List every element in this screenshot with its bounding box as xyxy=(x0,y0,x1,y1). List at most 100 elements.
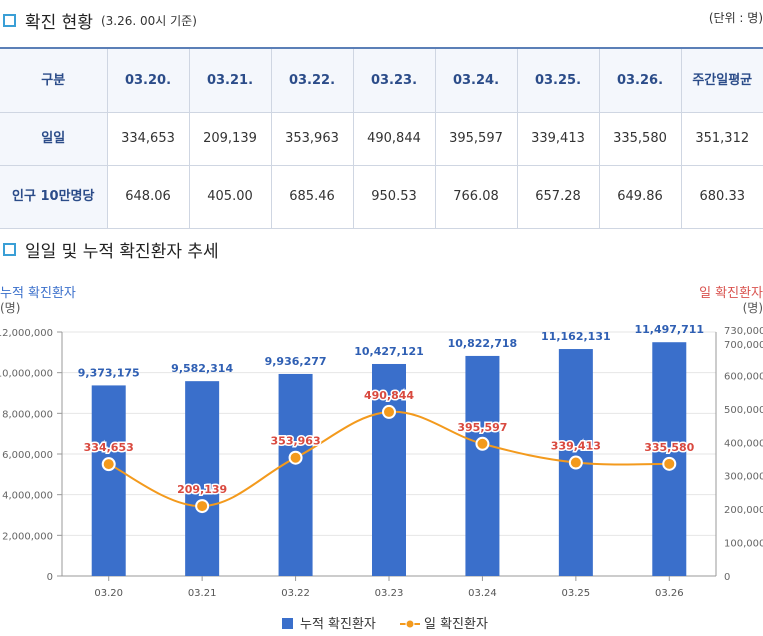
line-data-label: 209,139 xyxy=(177,483,227,496)
trend-title: 일일 및 누적 확진환자 추세 xyxy=(25,242,219,262)
trend-chart: 누적 확진환자 (명) 일 확진환자 (명) 0 2,000,000 4,000,0… xyxy=(0,286,763,632)
table-header-cell: 03.24. xyxy=(434,47,518,113)
bar xyxy=(465,355,500,576)
bar xyxy=(278,373,313,576)
line-point xyxy=(568,455,583,470)
bar-series: 9,373,175 9,582,314 9,936,277 10,427,121 10,… xyxy=(78,323,704,576)
right-tick-label: 730,000 xyxy=(724,326,763,337)
right-tick-label: 300,000 xyxy=(724,472,763,483)
square-bullet-icon xyxy=(3,14,16,27)
legend-bar-label: 누적 확진환자 xyxy=(300,617,376,632)
unit-label: (단위 : 명) xyxy=(708,11,763,25)
bar-data-label: 9,936,277 xyxy=(265,355,327,368)
line-data-label: 395,597 xyxy=(457,421,507,434)
line-point xyxy=(195,499,210,514)
right-tick-label: 600,000 xyxy=(724,371,763,382)
line-data-label: 335,580 xyxy=(644,441,694,454)
line-point xyxy=(382,404,396,419)
table-cell: 335,580 xyxy=(598,112,682,166)
line-point xyxy=(662,456,677,471)
status-section-header: 확진 현황 (3.26. 00시 기준) xyxy=(0,8,197,33)
table-header-cell: 03.23. xyxy=(352,47,436,113)
right-tick-label: 100,000 xyxy=(724,539,763,550)
x-tick-label: 03.20 xyxy=(94,588,123,599)
table-cell: 209,139 xyxy=(188,112,272,166)
row-label: 일일 xyxy=(0,112,108,166)
x-tick-label: 03.24 xyxy=(468,588,497,599)
table-cell: 680.33 xyxy=(680,165,763,229)
table-header-row: 구분 03.20. 03.21. 03.22. 03.23. 03.24. 03… xyxy=(0,47,763,113)
table-header-cell: 03.20. xyxy=(106,47,190,113)
line-data-label: 353,963 xyxy=(271,435,321,448)
right-tick-label: 200,000 xyxy=(724,505,763,516)
left-axis-title: 누적 확진환자 xyxy=(0,286,76,301)
table-cell: 395,597 xyxy=(434,112,518,166)
row-label: 인구 10만명당 xyxy=(0,165,108,229)
left-tick-label: 4,000,000 xyxy=(2,491,53,502)
bar xyxy=(185,381,220,576)
table-header-cell: 구분 xyxy=(0,47,108,113)
line-series: 334,653 209,139 353,963 490,844 395,597 339,4… xyxy=(82,387,696,514)
line-data-label: 334,653 xyxy=(84,441,134,454)
bar-data-label: 11,497,711 xyxy=(634,323,704,336)
left-tick-label: 0 xyxy=(47,572,53,583)
table-header-cell: 03.22. xyxy=(270,47,354,113)
left-tick-label: 8,000,000 xyxy=(2,409,53,420)
table-header-cell: 03.25. xyxy=(516,47,600,113)
status-title: 확진 현황 xyxy=(25,13,93,33)
table-row: 인구 10만명당 648.06 405.00 685.46 950.53 766… xyxy=(0,165,763,229)
x-axis: 03.20 03.21 03.22 03.23 03.24 03.25 03.26 xyxy=(94,576,684,599)
line-point xyxy=(475,436,490,451)
table-cell: 648.06 xyxy=(106,165,190,229)
status-table: 구분 03.20. 03.21. 03.22. 03.23. 03.24. 03… xyxy=(0,47,763,229)
chart-legend: 누적 확진환자 일 확진환자 xyxy=(282,617,488,632)
square-bullet-icon xyxy=(3,243,16,256)
table-cell: 353,963 xyxy=(270,112,354,166)
line-point xyxy=(288,450,303,465)
right-tick-label: 700,000 xyxy=(724,340,763,351)
table-cell: 766.08 xyxy=(434,165,518,229)
right-axis-unit: (명) xyxy=(743,301,763,315)
left-tick-label: 10,000,000 xyxy=(0,369,53,380)
table-cell: 339,413 xyxy=(516,112,600,166)
x-tick-label: 03.26 xyxy=(655,588,684,599)
left-axis-unit: (명) xyxy=(0,301,20,315)
table-cell: 351,312 xyxy=(680,112,763,166)
right-tick-label: 500,000 xyxy=(724,405,763,416)
left-tick-label: 12,000,000 xyxy=(0,328,53,339)
line-data-label: 490,844 xyxy=(364,389,414,402)
legend-bar-swatch xyxy=(282,618,293,629)
legend-line-marker xyxy=(405,619,415,629)
table-header-cell: 03.21. xyxy=(188,47,272,113)
bar-data-label: 11,162,131 xyxy=(541,330,611,343)
left-tick-label: 2,000,000 xyxy=(2,531,53,542)
bar-data-label: 9,373,175 xyxy=(78,366,140,379)
table-row: 일일 334,653 209,139 353,963 490,844 395,5… xyxy=(0,112,763,166)
trend-section-header: 일일 및 누적 확진환자 추세 xyxy=(0,237,219,262)
table-cell: 405.00 xyxy=(188,165,272,229)
table-cell: 490,844 xyxy=(352,112,436,166)
table-header-cell: 주간일평균 xyxy=(680,47,763,113)
right-tick-label: 0 xyxy=(724,572,730,583)
legend-line-label: 일 확진환자 xyxy=(424,617,488,632)
bar-data-label: 10,822,718 xyxy=(448,337,518,350)
bar-data-label: 9,582,314 xyxy=(171,362,233,375)
bar xyxy=(91,385,126,576)
bar xyxy=(372,363,406,576)
x-tick-label: 03.25 xyxy=(562,588,591,599)
x-tick-label: 03.23 xyxy=(375,588,404,599)
x-tick-label: 03.21 xyxy=(188,588,217,599)
right-axis-title: 일 확진환자 xyxy=(699,286,763,301)
table-header-cell: 03.26. xyxy=(598,47,682,113)
x-tick-label: 03.22 xyxy=(281,588,310,599)
left-tick-label: 6,000,000 xyxy=(2,450,53,461)
table-cell: 657.28 xyxy=(516,165,600,229)
line-point xyxy=(101,457,116,472)
table-cell: 685.46 xyxy=(270,165,354,229)
bar-data-label: 10,427,121 xyxy=(354,345,424,358)
line-data-label: 339,413 xyxy=(551,440,601,453)
right-tick-label: 400,000 xyxy=(724,438,763,449)
table-cell: 334,653 xyxy=(106,112,190,166)
table-cell: 649.86 xyxy=(598,165,682,229)
table-cell: 950.53 xyxy=(352,165,436,229)
